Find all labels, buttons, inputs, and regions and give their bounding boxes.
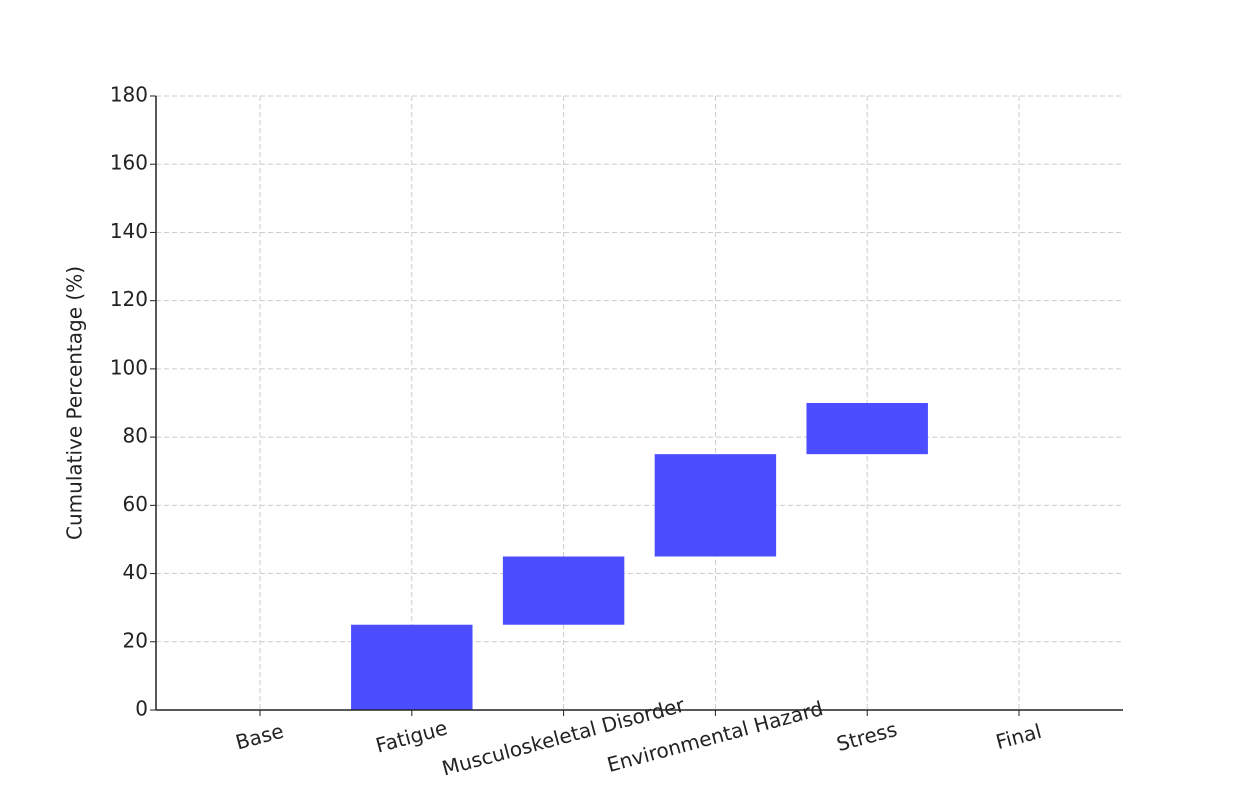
bar bbox=[806, 403, 928, 455]
y-tick-label: 80 bbox=[123, 424, 148, 448]
x-tick-label: Fatigue bbox=[373, 716, 450, 758]
y-tick-label: 120 bbox=[110, 287, 148, 311]
x-tick-label: Final bbox=[993, 719, 1044, 754]
y-tick-label: 160 bbox=[110, 151, 148, 175]
y-tick-label: 140 bbox=[110, 219, 148, 243]
y-tick-label: 0 bbox=[135, 697, 148, 721]
y-tick-label: 40 bbox=[123, 560, 148, 584]
bar bbox=[654, 454, 777, 557]
bar bbox=[502, 556, 625, 625]
bar bbox=[351, 624, 473, 710]
y-tick-label: 180 bbox=[110, 83, 148, 107]
y-tick-label: 20 bbox=[123, 628, 148, 652]
y-axis-label: Cumulative Percentage (%) bbox=[63, 266, 87, 540]
y-tick-label: 100 bbox=[110, 355, 148, 379]
x-tick-label: Base bbox=[233, 719, 286, 755]
x-tick-label: Stress bbox=[834, 717, 900, 756]
y-tick-label: 60 bbox=[123, 492, 148, 516]
